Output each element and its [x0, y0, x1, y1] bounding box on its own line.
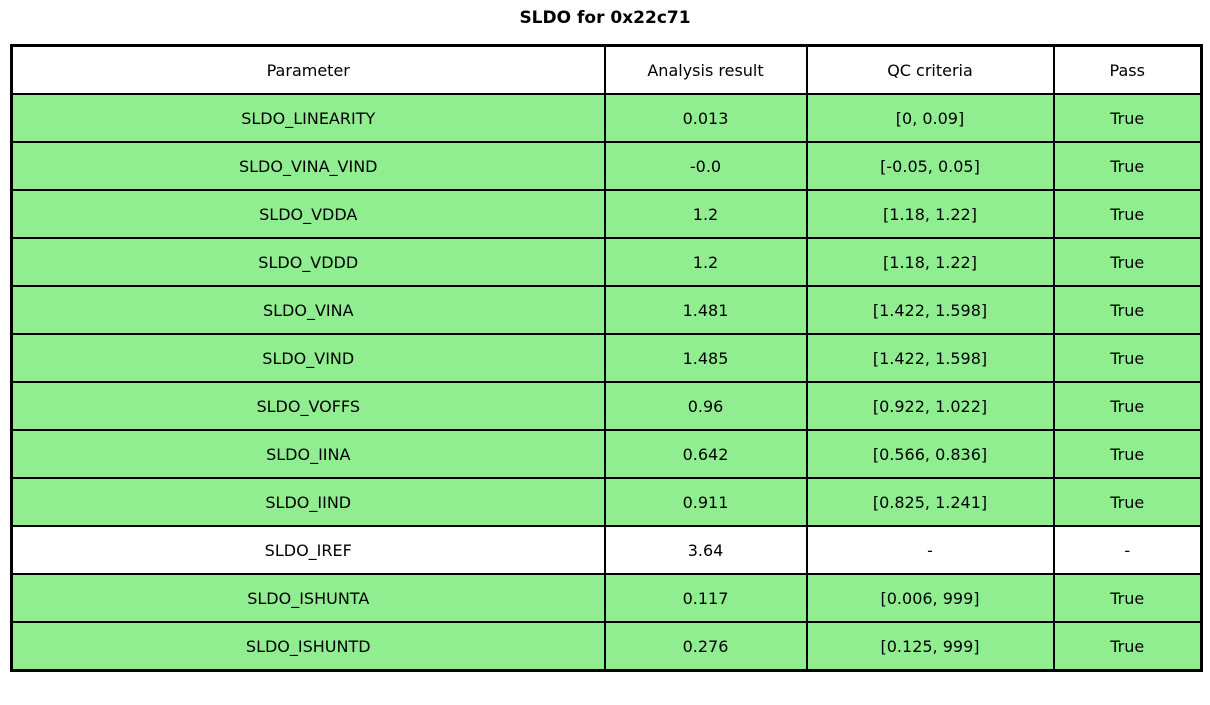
parameter-cell: SLDO_VDDA [10, 189, 606, 239]
qc-criteria-cell: [0.566, 0.836] [805, 429, 1055, 479]
parameter-cell: SLDO_IIND [10, 477, 606, 527]
table-row: SLDO_IINA 0.642 [0.566, 0.836] True [10, 429, 1203, 479]
parameter-cell: SLDO_VOFFS [10, 381, 606, 431]
parameter-cell: SLDO_ISHUNTD [10, 621, 606, 672]
table-row: SLDO_ISHUNTA 0.117 [0.006, 999] True [10, 573, 1203, 623]
pass-cell: True [1052, 429, 1203, 479]
qc-criteria-cell: - [805, 525, 1055, 575]
parameter-cell: SLDO_LINEARITY [10, 93, 606, 143]
table-row: SLDO_LINEARITY 0.013 [0, 0.09] True [10, 93, 1203, 143]
analysis-result-cell: 0.013 [603, 93, 808, 143]
analysis-result-cell: -0.0 [603, 141, 808, 191]
pass-cell: True [1052, 93, 1203, 143]
qc-criteria-cell: [1.422, 1.598] [805, 285, 1055, 335]
qc-criteria-cell: [0.922, 1.022] [805, 381, 1055, 431]
analysis-result-cell: 0.911 [603, 477, 808, 527]
qc-table: Parameter Analysis result QC criteria Pa… [10, 44, 1203, 672]
analysis-result-cell: 1.481 [603, 285, 808, 335]
pass-cell: True [1052, 285, 1203, 335]
column-header-analysis-result: Analysis result [603, 44, 808, 95]
pass-cell: True [1052, 381, 1203, 431]
table-row: SLDO_IREF 3.64 - - [10, 525, 1203, 575]
parameter-cell: SLDO_VIND [10, 333, 606, 383]
analysis-result-cell: 0.276 [603, 621, 808, 672]
header-row: Parameter Analysis result QC criteria Pa… [10, 44, 1203, 95]
pass-cell: - [1052, 525, 1203, 575]
qc-criteria-cell: [-0.05, 0.05] [805, 141, 1055, 191]
pass-cell: True [1052, 237, 1203, 287]
analysis-result-cell: 1.2 [603, 237, 808, 287]
pass-cell: True [1052, 189, 1203, 239]
qc-criteria-cell: [0.825, 1.241] [805, 477, 1055, 527]
qc-criteria-cell: [1.18, 1.22] [805, 189, 1055, 239]
parameter-cell: SLDO_IREF [10, 525, 606, 575]
qc-criteria-cell: [1.18, 1.22] [805, 237, 1055, 287]
parameter-cell: SLDO_VINA [10, 285, 606, 335]
qc-criteria-cell: [0, 0.09] [805, 93, 1055, 143]
table-body: SLDO_LINEARITY 0.013 [0, 0.09] True SLDO… [10, 93, 1203, 672]
table-row: SLDO_VDDD 1.2 [1.18, 1.22] True [10, 237, 1203, 287]
analysis-result-cell: 0.96 [603, 381, 808, 431]
analysis-result-cell: 0.117 [603, 573, 808, 623]
table-header: Parameter Analysis result QC criteria Pa… [10, 44, 1203, 95]
table-row: SLDO_VDDA 1.2 [1.18, 1.22] True [10, 189, 1203, 239]
table-row: SLDO_ISHUNTD 0.276 [0.125, 999] True [10, 621, 1203, 672]
table-row: SLDO_VOFFS 0.96 [0.922, 1.022] True [10, 381, 1203, 431]
analysis-result-cell: 1.2 [603, 189, 808, 239]
table-row: SLDO_IIND 0.911 [0.825, 1.241] True [10, 477, 1203, 527]
column-header-parameter: Parameter [10, 44, 606, 95]
table-row: SLDO_VIND 1.485 [1.422, 1.598] True [10, 333, 1203, 383]
qc-criteria-cell: [0.125, 999] [805, 621, 1055, 672]
table-row: SLDO_VINA 1.481 [1.422, 1.598] True [10, 285, 1203, 335]
parameter-cell: SLDO_ISHUNTA [10, 573, 606, 623]
pass-cell: True [1052, 333, 1203, 383]
parameter-cell: SLDO_VINA_VIND [10, 141, 606, 191]
qc-criteria-cell: [0.006, 999] [805, 573, 1055, 623]
parameter-cell: SLDO_VDDD [10, 237, 606, 287]
analysis-result-cell: 3.64 [603, 525, 808, 575]
pass-cell: True [1052, 141, 1203, 191]
analysis-result-cell: 0.642 [603, 429, 808, 479]
pass-cell: True [1052, 621, 1203, 672]
qc-criteria-cell: [1.422, 1.598] [805, 333, 1055, 383]
pass-cell: True [1052, 477, 1203, 527]
analysis-result-cell: 1.485 [603, 333, 808, 383]
column-header-pass: Pass [1052, 44, 1203, 95]
parameter-cell: SLDO_IINA [10, 429, 606, 479]
column-header-qc-criteria: QC criteria [805, 44, 1055, 95]
pass-cell: True [1052, 573, 1203, 623]
table-row: SLDO_VINA_VIND -0.0 [-0.05, 0.05] True [10, 141, 1203, 191]
figure-title: SLDO for 0x22c71 [519, 8, 691, 28]
